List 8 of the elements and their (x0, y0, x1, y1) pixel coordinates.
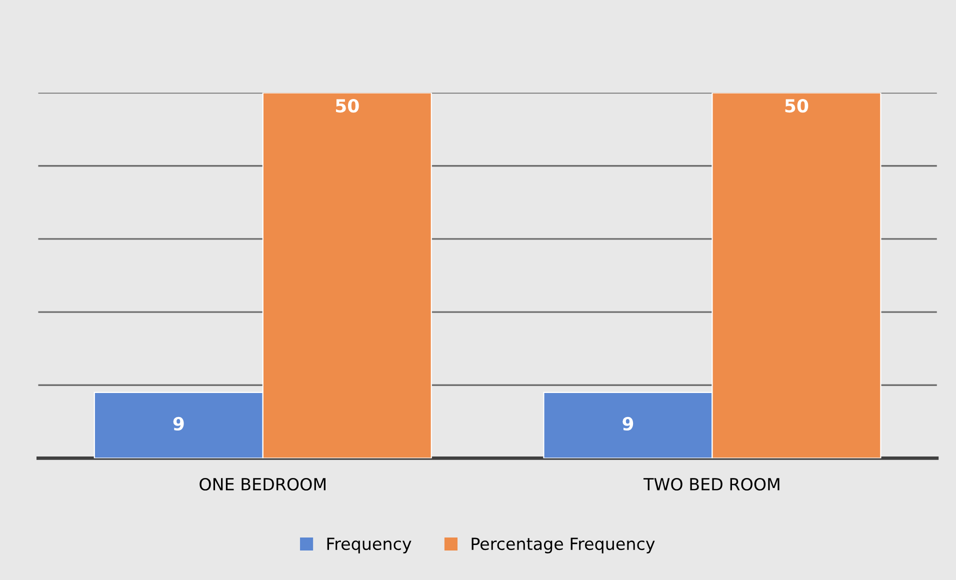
data-label: 9 (173, 416, 184, 431)
data-label: 50 (785, 98, 808, 113)
data-label: 9 (622, 416, 634, 431)
legend-label: Frequency (327, 538, 412, 554)
x-tick-label: TWO BED ROOM (643, 478, 780, 491)
x-tick-label: ONE BEDROOM (200, 478, 326, 491)
legend-label: Percentage Frequency (472, 538, 655, 554)
data-label: 50 (336, 98, 359, 113)
